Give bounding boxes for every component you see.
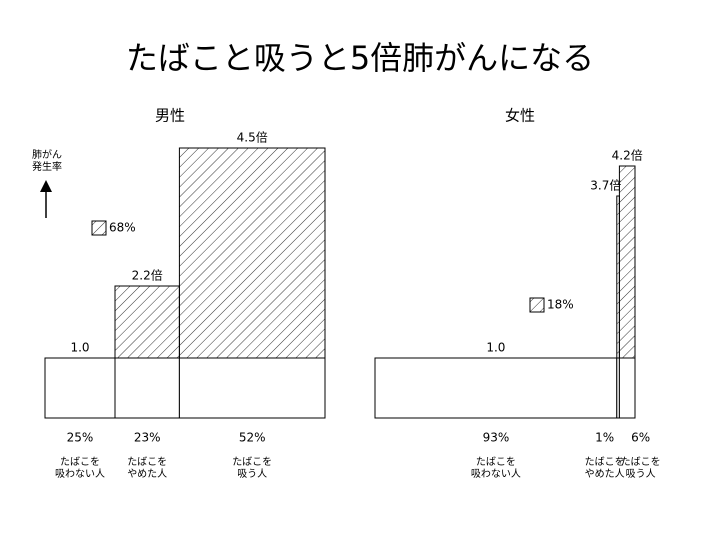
width-label: 52% bbox=[239, 431, 266, 445]
value-label: 3.7倍 bbox=[590, 178, 621, 193]
width-label: 1% bbox=[595, 431, 614, 445]
chart-subtitle: 女性 bbox=[505, 107, 535, 125]
annotation: 68% bbox=[109, 221, 136, 235]
bar-base bbox=[618, 357, 636, 419]
value-label: 4.5倍 bbox=[237, 130, 268, 145]
value-label: 1.0 bbox=[70, 341, 89, 355]
width-label: 25% bbox=[67, 431, 94, 445]
x-tick-label: たばこを吸う人 bbox=[232, 456, 272, 480]
bar-base bbox=[44, 357, 116, 419]
width-label: 23% bbox=[134, 431, 161, 445]
annotation: 18% bbox=[547, 298, 574, 312]
x-tick-label: たばこを吸う人 bbox=[621, 456, 661, 480]
bar bbox=[114, 285, 180, 419]
bar-excess bbox=[114, 285, 180, 359]
width-label: 93% bbox=[483, 431, 510, 445]
bar bbox=[44, 357, 116, 419]
bar-base bbox=[114, 357, 180, 419]
bar-base bbox=[178, 357, 326, 419]
value-label: 1.0 bbox=[486, 341, 505, 355]
annotation-swatch bbox=[91, 220, 107, 236]
x-tick-label: たばこをやめた人 bbox=[585, 456, 625, 480]
width-label: 6% bbox=[631, 431, 650, 445]
y-axis-label: 肺がん発生率 bbox=[32, 148, 62, 173]
x-tick-label: たばこを吸わない人 bbox=[55, 456, 105, 480]
bar bbox=[178, 147, 326, 419]
y-axis-arrowhead bbox=[40, 180, 52, 192]
chart-subtitle: 男性 bbox=[155, 107, 185, 125]
annotation-swatch bbox=[529, 297, 545, 313]
bar-base bbox=[374, 357, 618, 419]
page-title: たばこと吸うと5倍肺がんになる bbox=[126, 39, 594, 77]
value-label: 4.2倍 bbox=[612, 148, 643, 163]
bar-excess bbox=[178, 147, 326, 359]
bar bbox=[374, 357, 618, 419]
x-tick-label: たばこをやめた人 bbox=[127, 456, 167, 480]
bar bbox=[618, 165, 636, 419]
x-tick-label: たばこを吸わない人 bbox=[471, 456, 521, 480]
value-label: 2.2倍 bbox=[132, 268, 163, 283]
bar-excess bbox=[618, 165, 636, 359]
